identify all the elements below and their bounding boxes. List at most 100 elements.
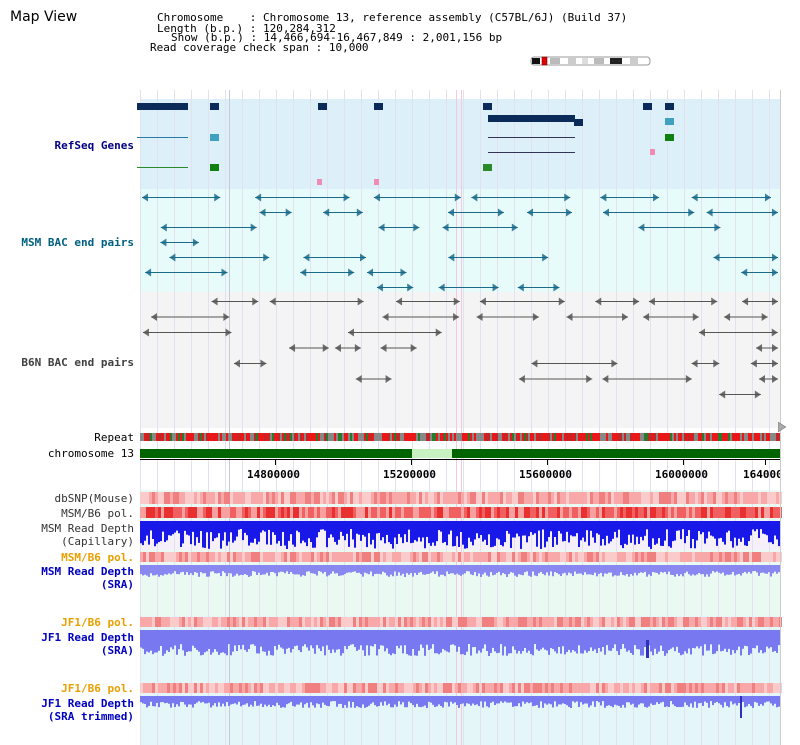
msm-b6-pol-cell (185, 507, 188, 518)
msm-depth-sra-label[interactable]: MSM Read Depth (SRA) (0, 565, 134, 591)
jf1-trimmed-depth-bar (656, 696, 658, 703)
chromosome-ideogram[interactable] (530, 52, 652, 66)
msm-b6-pol-cell (737, 507, 740, 518)
repeat-segment (610, 433, 612, 441)
repeat-segment (548, 433, 550, 441)
dbsnp-track-label[interactable]: dbSNP(Mouse) (0, 492, 134, 505)
msm-capillary-depth-bar (384, 521, 386, 544)
jf1-b6-pol-trimmed-cell (242, 683, 245, 693)
msm-b6-pol-sra-label[interactable]: MSM/B6 pol. (0, 551, 134, 564)
repeat-segment (744, 433, 746, 441)
msm-capillary-depth-bar (394, 521, 396, 538)
jf1-b6-pol-trimmed-cell (140, 683, 143, 693)
jf1-sra-depth-bar (532, 630, 534, 656)
dbsnp-cell (392, 492, 395, 504)
axis-tick-label: 16000000 (655, 468, 708, 481)
dbsnp-cell (467, 492, 470, 504)
msm-sra-depth-bar (140, 565, 142, 575)
jf1-sra-depth-bar (756, 630, 758, 646)
b6n-bac-end-right (357, 297, 364, 306)
msm-capillary-depth-bar (220, 521, 222, 549)
msm-bac-track-label[interactable]: MSM BAC end pairs (0, 236, 134, 249)
jf1-sra-depth-bar (396, 630, 398, 646)
msm-sra-depth-bar (474, 565, 476, 573)
msm-b6-pol-sra-cell (731, 552, 734, 562)
dbsnp-cell (749, 492, 752, 504)
msm-depth-capillary-label[interactable]: MSM Read Depth (Capillary) (0, 522, 134, 548)
jf1-b6-pol-cell (539, 617, 542, 627)
dbsnp-cell (662, 492, 665, 504)
b6n-bac-track-label[interactable]: B6N BAC end pairs (0, 356, 134, 369)
jf1-b6-pol-trimmed-cell (464, 683, 467, 693)
msm-b6-pol-cell (521, 507, 524, 518)
jf1-b6-pol-trimmed-cell (248, 683, 251, 693)
jf1-trimmed-depth-bar (156, 696, 158, 703)
msm-capillary-depth-bar (420, 521, 422, 542)
msm-b6-pol-cell (233, 507, 236, 518)
repeat-segment (232, 433, 234, 441)
jf1-sra-depth-bar (506, 630, 508, 656)
dbsnp-cell (203, 492, 206, 504)
jf1-trimmed-depth-bar (342, 696, 344, 708)
msm-sra-depth-bar (500, 565, 502, 576)
repeat-segment (512, 433, 514, 441)
msm-b6-pol-track-label[interactable]: MSM/B6 pol. (0, 507, 134, 520)
jf1-b6-pol-trimmed-cell (731, 683, 734, 693)
msm-b6-pol-sra-cell (743, 552, 746, 562)
msm-capillary-depth-bar (718, 521, 720, 539)
jf1-b6-pol-trimmed-label-text: JF1/B6 pol. (61, 682, 134, 695)
msm-capillary-depth-bar (164, 521, 166, 543)
jf1-depth-sra-label[interactable]: JF1 Read Depth (SRA) (0, 631, 134, 657)
jf1-b6-pol-trimmed-cell (230, 683, 233, 693)
dbsnp-cell (269, 492, 272, 504)
jf1-sra-depth-bar (584, 630, 586, 651)
msm-b6-pol-sra-cell (350, 552, 353, 562)
jf1-trimmed-depth-bar (508, 696, 510, 703)
jf1-sra-depth-bar (596, 630, 598, 654)
jf1-trimmed-depth-bar (248, 696, 250, 707)
jf1-b6-pol-trimmed-label[interactable]: JF1/B6 pol. (0, 682, 134, 695)
repeat-segment (696, 433, 698, 441)
jf1-trimmed-depth-bar (442, 696, 444, 708)
msm-capillary-depth-bar (732, 521, 734, 548)
repeat-segment (246, 433, 248, 441)
jf1-b6-pol-trimmed-cell (335, 683, 338, 693)
jf1-trimmed-depth-bar (562, 696, 564, 704)
msm-b6-pol-cell (680, 507, 683, 518)
msm-b6-pol-sra-cell (368, 552, 371, 562)
msm-b6-pol-cell (416, 507, 419, 518)
scroll-right-arrow[interactable] (777, 417, 787, 433)
msm-sra-depth-bar (328, 565, 330, 576)
dbsnp-cell (236, 492, 239, 504)
dbsnp-cell (758, 492, 761, 504)
msm-capillary-depth-bar (280, 521, 282, 546)
jf1-sra-depth-bar (478, 630, 480, 651)
jf1-trimmed-depth-bar (568, 696, 570, 707)
repeat-segment (226, 433, 228, 441)
dbsnp-cell (761, 492, 764, 504)
jf1-sra-depth-bar (772, 630, 774, 652)
repeat-segment (422, 433, 424, 441)
msm-capillary-depth-bar (192, 521, 194, 532)
jf1-trimmed-depth-bar (328, 696, 330, 707)
jf1-sra-depth-bar (440, 630, 442, 653)
jf1-b6-pol-cell (656, 617, 659, 627)
jf1-sra-depth-bar (502, 630, 504, 656)
jf1-trimmed-depth-bar (604, 696, 606, 708)
jf1-b6-pol-cell (599, 617, 602, 627)
jf1-b6-pol-trimmed-cell (326, 683, 329, 693)
repeat-segment (774, 433, 776, 441)
jf1-depth-trimmed-label[interactable]: JF1 Read Depth (SRA trimmed) (0, 697, 134, 723)
msm-capillary-depth-bar (558, 521, 560, 531)
refseq-track-label[interactable]: RefSeq Genes (0, 139, 134, 152)
msm-b6-pol-sra-cell (737, 552, 740, 562)
repeat-segment (534, 433, 536, 441)
jf1-b6-pol-label[interactable]: JF1/B6 pol. (0, 616, 134, 629)
msm-sra-depth-bar (330, 565, 332, 574)
msm-capillary-depth-bar (378, 521, 380, 533)
msm-capillary-depth-bar (210, 521, 212, 533)
jf1-sra-depth-bar (626, 630, 628, 652)
msm-sra-depth-bar (246, 565, 248, 576)
msm-capillary-depth-bar (676, 521, 678, 531)
